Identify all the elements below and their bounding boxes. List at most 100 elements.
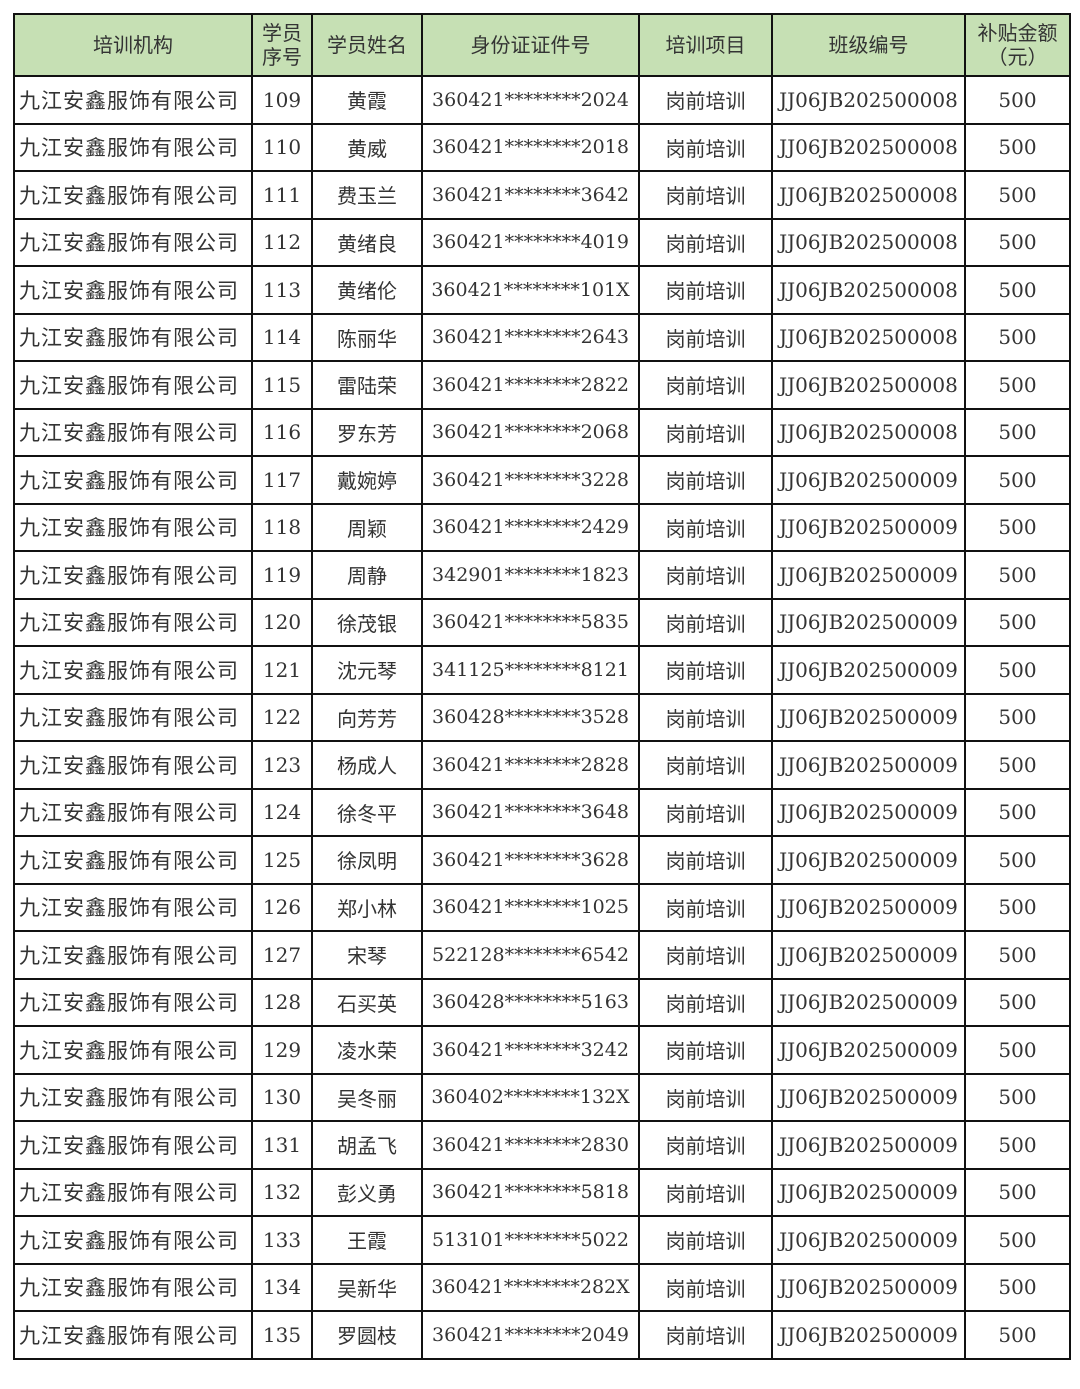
cell-org: 九江安鑫服饰有限公司 — [13, 787, 253, 837]
table-row: 九江安鑫服饰有限公司 127 宋琴 522128********6542 岗前培训 JJ0… — [13, 930, 1071, 980]
cell-id: 360421********3642 — [421, 170, 640, 220]
cell-project: 岗前培训 — [638, 312, 773, 362]
table-row: 九江安鑫服饰有限公司 121 沈元琴 341125********8121 岗前培训 JJ… — [13, 645, 1071, 695]
cell-project: 岗前培训 — [638, 407, 773, 457]
cell-seq: 128 — [251, 977, 313, 1027]
cell-id: 360421********2643 — [421, 312, 640, 362]
table-row: 九江安鑫服饰有限公司 130 吴冬丽 360402********132X 岗前培训 JJ… — [13, 1072, 1071, 1122]
cell-amount: 500 — [964, 1025, 1071, 1075]
cell-id: 360402********132X — [421, 1072, 640, 1122]
cell-class: JJ06JB202500009 — [771, 1167, 966, 1217]
cell-id: 360421********2018 — [421, 122, 640, 172]
cell-project: 岗前培训 — [638, 360, 773, 410]
cell-class: JJ06JB202500009 — [771, 977, 966, 1027]
cell-class: JJ06JB202500009 — [771, 787, 966, 837]
cell-name: 罗圆枝 — [311, 1310, 423, 1360]
cell-id: 360421********3228 — [421, 455, 640, 505]
cell-id: 360421********3628 — [421, 835, 640, 885]
cell-seq: 120 — [251, 597, 313, 647]
cell-org: 九江安鑫服饰有限公司 — [13, 550, 253, 600]
cell-name: 罗东芳 — [311, 407, 423, 457]
cell-name: 黄威 — [311, 122, 423, 172]
table-row: 九江安鑫服饰有限公司 114 陈丽华 360421********2643 岗前培训 JJ… — [13, 312, 1071, 362]
cell-project: 岗前培训 — [638, 835, 773, 885]
table-row: 九江安鑫服饰有限公司 118 周颖 360421********2429 岗前培训 JJ0… — [13, 502, 1071, 552]
cell-id: 341125********8121 — [421, 645, 640, 695]
cell-name: 黄绪伦 — [311, 265, 423, 315]
table-row: 九江安鑫服饰有限公司 111 费玉兰 360421********3642 岗前培训 JJ… — [13, 170, 1071, 220]
cell-id: 513101********5022 — [421, 1215, 640, 1265]
cell-org: 九江安鑫服饰有限公司 — [13, 597, 253, 647]
cell-class: JJ06JB202500009 — [771, 835, 966, 885]
cell-org: 九江安鑫服饰有限公司 — [13, 1120, 253, 1170]
cell-amount: 500 — [964, 170, 1071, 220]
cell-amount: 500 — [964, 265, 1071, 315]
cell-org: 九江安鑫服饰有限公司 — [13, 1215, 253, 1265]
cell-id: 522128********6542 — [421, 930, 640, 980]
cell-project: 岗前培训 — [638, 1120, 773, 1170]
table-row: 九江安鑫服饰有限公司 115 雷陆荣 360421********2822 岗前培训 JJ… — [13, 360, 1071, 410]
table-row: 九江安鑫服饰有限公司 124 徐冬平 360421********3648 岗前培训 JJ… — [13, 787, 1071, 837]
cell-amount: 500 — [964, 455, 1071, 505]
cell-id: 360421********3242 — [421, 1025, 640, 1075]
cell-amount: 500 — [964, 930, 1071, 980]
cell-name: 杨成人 — [311, 740, 423, 790]
header-seq: 学员 序号 — [251, 13, 313, 77]
cell-project: 岗前培训 — [638, 75, 773, 125]
cell-org: 九江安鑫服饰有限公司 — [13, 75, 253, 125]
cell-project: 岗前培训 — [638, 597, 773, 647]
cell-class: JJ06JB202500008 — [771, 360, 966, 410]
cell-project: 岗前培训 — [638, 502, 773, 552]
cell-project: 岗前培训 — [638, 122, 773, 172]
table-row: 九江安鑫服饰有限公司 134 吴新华 360421********282X 岗前培训 JJ… — [13, 1262, 1071, 1312]
cell-name: 凌水荣 — [311, 1025, 423, 1075]
cell-org: 九江安鑫服饰有限公司 — [13, 977, 253, 1027]
cell-amount: 500 — [964, 835, 1071, 885]
cell-class: JJ06JB202500009 — [771, 692, 966, 742]
cell-id: 360421********282X — [421, 1262, 640, 1312]
cell-amount: 500 — [964, 1120, 1071, 1170]
cell-id: 360421********2429 — [421, 502, 640, 552]
cell-name: 向芳芳 — [311, 692, 423, 742]
cell-class: JJ06JB202500009 — [771, 455, 966, 505]
cell-amount: 500 — [964, 645, 1071, 695]
cell-amount: 500 — [964, 550, 1071, 600]
cell-id: 360421********2068 — [421, 407, 640, 457]
table-row: 九江安鑫服饰有限公司 116 罗东芳 360421********2068 岗前培训 JJ… — [13, 407, 1071, 457]
cell-amount: 500 — [964, 407, 1071, 457]
table-row: 九江安鑫服饰有限公司 129 凌水荣 360421********3242 岗前培训 JJ… — [13, 1025, 1071, 1075]
cell-org: 九江安鑫服饰有限公司 — [13, 312, 253, 362]
cell-org: 九江安鑫服饰有限公司 — [13, 122, 253, 172]
table-row: 九江安鑫服饰有限公司 128 石买英 360428********5163 岗前培训 JJ… — [13, 977, 1071, 1027]
cell-org: 九江安鑫服饰有限公司 — [13, 930, 253, 980]
cell-name: 雷陆荣 — [311, 360, 423, 410]
cell-org: 九江安鑫服饰有限公司 — [13, 407, 253, 457]
cell-class: JJ06JB202500009 — [771, 1262, 966, 1312]
cell-name: 黄绪良 — [311, 217, 423, 267]
cell-amount: 500 — [964, 1167, 1071, 1217]
cell-seq: 129 — [251, 1025, 313, 1075]
table-row: 九江安鑫服饰有限公司 110 黄威 360421********2018 岗前培训 JJ0… — [13, 122, 1071, 172]
cell-id: 360421********2024 — [421, 75, 640, 125]
cell-org: 九江安鑫服饰有限公司 — [13, 692, 253, 742]
cell-id: 360421********2830 — [421, 1120, 640, 1170]
cell-class: JJ06JB202500009 — [771, 645, 966, 695]
cell-seq: 122 — [251, 692, 313, 742]
cell-seq: 133 — [251, 1215, 313, 1265]
cell-project: 岗前培训 — [638, 882, 773, 932]
cell-org: 九江安鑫服饰有限公司 — [13, 1025, 253, 1075]
table-row: 九江安鑫服饰有限公司 135 罗圆枝 360421********2049 岗前培训 JJ… — [13, 1310, 1071, 1360]
table-row: 九江安鑫服饰有限公司 109 黄霞 360421********2024 岗前培训 JJ0… — [13, 75, 1071, 125]
cell-name: 戴婉婷 — [311, 455, 423, 505]
cell-org: 九江安鑫服饰有限公司 — [13, 217, 253, 267]
cell-amount: 500 — [964, 597, 1071, 647]
header-project: 培训项目 — [638, 13, 773, 77]
cell-org: 九江安鑫服饰有限公司 — [13, 645, 253, 695]
cell-class: JJ06JB202500008 — [771, 217, 966, 267]
header-amount-line2: （元） — [987, 45, 1048, 69]
cell-seq: 110 — [251, 122, 313, 172]
table-row: 九江安鑫服饰有限公司 125 徐凤明 360421********3628 岗前培训 JJ… — [13, 835, 1071, 885]
cell-project: 岗前培训 — [638, 1025, 773, 1075]
table-row: 九江安鑫服饰有限公司 126 郑小林 360421********1025 岗前培训 JJ… — [13, 882, 1071, 932]
cell-org: 九江安鑫服饰有限公司 — [13, 1167, 253, 1217]
